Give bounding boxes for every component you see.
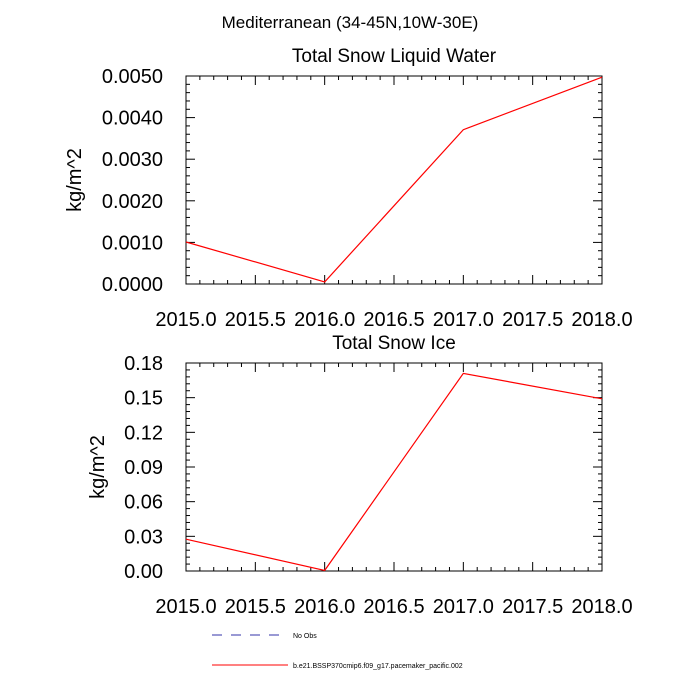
y-tick-label: 0.0050: [102, 66, 163, 88]
x-tick-label: 2018.0: [571, 596, 632, 618]
legend: No Obs b.e21.BSSP370cmip6.f09_g17.pacemak…: [212, 633, 463, 670]
y-tick-label: 0.0010: [102, 232, 163, 254]
plot-frame: [185, 362, 603, 572]
x-tick-label: 2016.0: [294, 596, 355, 618]
y-tick-label: 0.09: [124, 457, 163, 479]
x-tick-label: 2015.5: [225, 309, 286, 331]
y-tick-label: 0.06: [124, 492, 163, 514]
panels: 2015.0 2015.5 2016.0 2016.5 2017.0 2017.5 2018…: [64, 46, 633, 618]
x-tick-label: 2017.5: [502, 309, 563, 331]
panel-1: 2015.0 2015.5 2016.0 2016.5 2017.0 2017.5 2018…: [64, 46, 633, 331]
panel-2: 2015.0 2015.5 2016.0 2016.5 2017.0 2017.5 2018…: [87, 333, 633, 618]
y-axis-label: kg/m^2: [64, 148, 86, 212]
y-tick-label: 0.15: [124, 388, 163, 410]
x-tick-label: 2016.5: [363, 309, 424, 331]
y-tick-label: 0.0040: [102, 108, 163, 130]
series-line: [185, 76, 603, 283]
plot-frame: [185, 75, 603, 285]
legend-label: No Obs: [293, 633, 317, 640]
y-tick-label: 0.0000: [102, 274, 163, 296]
x-tick-label: 2015.0: [155, 596, 216, 618]
y-tick-label: 0.03: [124, 526, 163, 548]
x-tick-label: 2015.5: [225, 596, 286, 618]
y-tick-label: 0.0020: [102, 191, 163, 213]
y-tick-label: 0.00: [124, 561, 163, 583]
y-tick-label: 0.18: [124, 353, 163, 375]
series-line: [185, 372, 603, 572]
figure-title: Mediterranean (34-45N,10W-30E): [222, 13, 479, 32]
x-tick-label: 2016.5: [363, 596, 424, 618]
x-tick-label: 2017.0: [433, 596, 494, 618]
x-tick-label: 2017.0: [433, 309, 494, 331]
panel-title: Total Snow Liquid Water: [292, 46, 497, 67]
panel-title: Total Snow Ice: [332, 333, 456, 354]
legend-label: b.e21.BSSP370cmip6.f09_g17.pacemaker_pac…: [293, 663, 463, 670]
x-tick-label: 2015.0: [155, 309, 216, 331]
y-axis-label: kg/m^2: [87, 435, 109, 499]
x-tick-label: 2017.5: [502, 596, 563, 618]
y-tick-label: 0.12: [124, 422, 163, 444]
x-tick-label: 2018.0: [571, 309, 632, 331]
y-tick-label: 0.0030: [102, 149, 163, 171]
x-tick-label: 2016.0: [294, 309, 355, 331]
